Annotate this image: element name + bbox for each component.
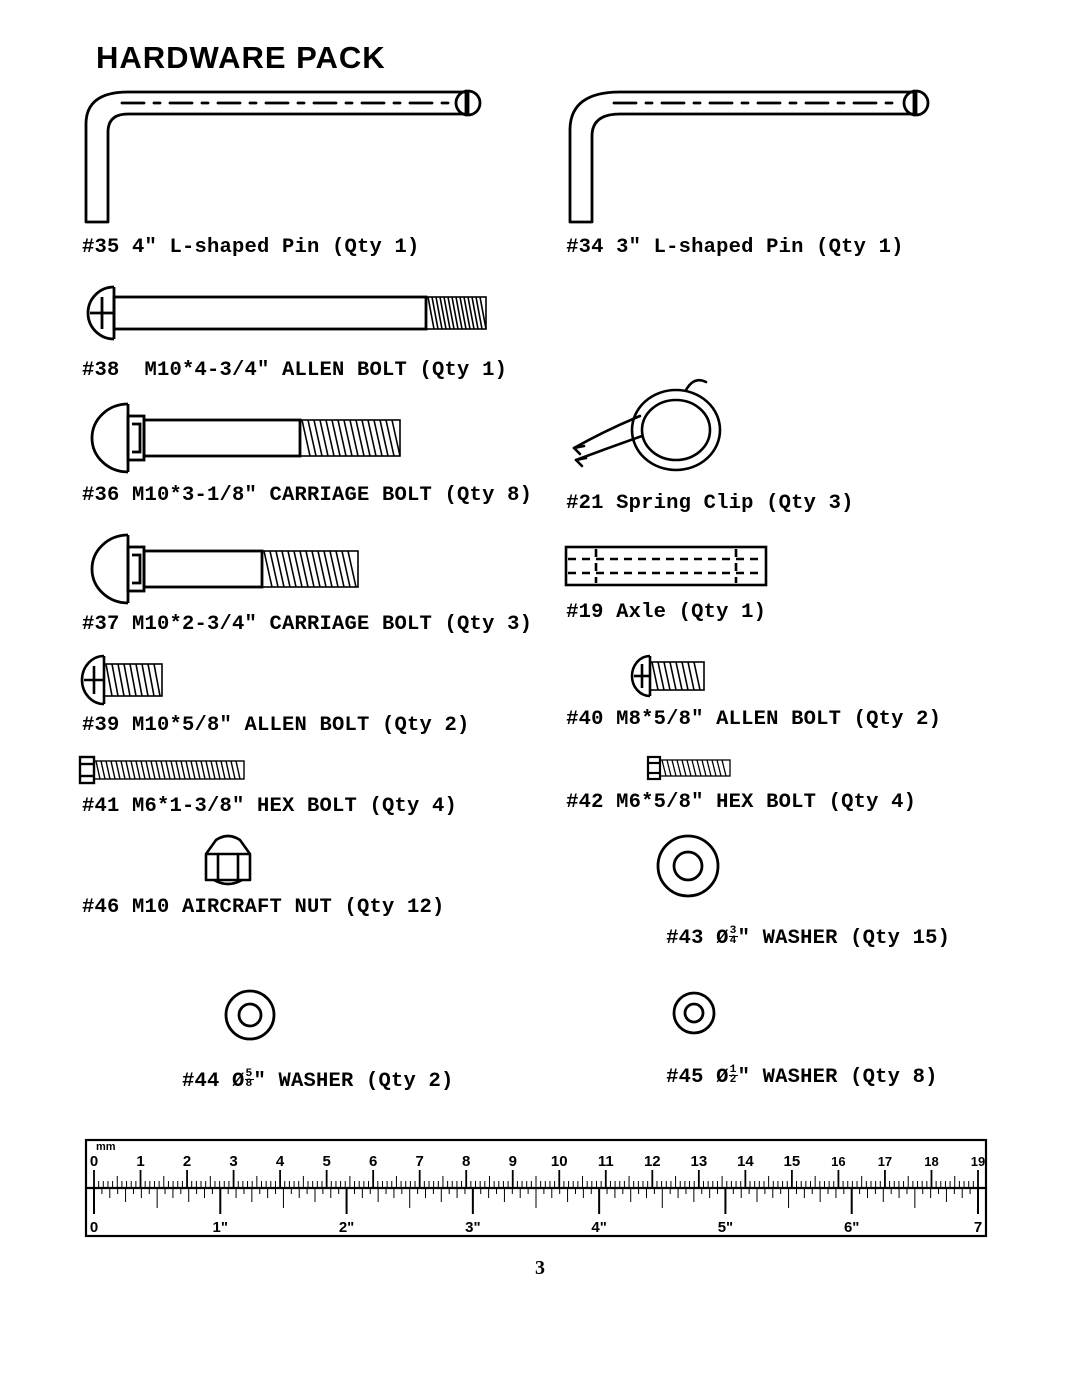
hw-40-label: #40 M8*5/8" ALLEN BOLT (Qty 2) [556, 706, 1008, 743]
svg-text:6: 6 [369, 1153, 377, 1170]
svg-text:3: 3 [229, 1153, 237, 1170]
washer-58-icon [220, 985, 420, 1045]
hex-bolt-138-icon [72, 749, 282, 793]
svg-text:1": 1" [213, 1219, 228, 1236]
washer-12-icon [668, 985, 868, 1041]
ruler-icon: mm 012345678910111213141516171819 01"2"3… [82, 1134, 992, 1244]
ruler: mm 012345678910111213141516171819 01"2"3… [72, 1134, 1008, 1249]
hw-46-label: #46 M10 AIRCRAFT NUT (Qty 12) [72, 894, 532, 931]
svg-text:9: 9 [509, 1153, 517, 1170]
hw-37-cell: #37 M10*2-3/4" CARRIAGE BOLT (Qty 3) [72, 527, 532, 648]
hw-45-cell: #45 Ø12" WASHER (Qty 8) [556, 985, 1008, 1128]
hw-36-label: #36 M10*3-1/8" CARRIAGE BOLT (Qty 8) [72, 482, 532, 519]
svg-text:4": 4" [591, 1219, 606, 1236]
hw-41-label: #41 M6*1-3/8" HEX BOLT (Qty 4) [72, 793, 532, 830]
svg-text:2: 2 [183, 1153, 191, 1170]
l-pin-3in-icon [556, 84, 986, 234]
hw-19-label: #19 Axle (Qty 1) [556, 599, 1008, 636]
l-pin-4in-icon [72, 84, 502, 234]
hw-19-cell: #19 Axle (Qty 1) [556, 527, 1008, 648]
svg-text:18: 18 [924, 1154, 938, 1169]
svg-text:15: 15 [784, 1153, 801, 1170]
hw-35-label: #35 4" L-shaped Pin (Qty 1) [72, 234, 532, 271]
svg-text:19: 19 [971, 1154, 985, 1169]
svg-text:6": 6" [844, 1219, 859, 1236]
hw-45-label: #45 Ø12" WASHER (Qty 8) [556, 1041, 1008, 1124]
spring-clip-icon [556, 370, 756, 490]
hw-42-label: #42 M6*5/8" HEX BOLT (Qty 4) [556, 789, 1008, 826]
svg-text:0: 0 [90, 1153, 98, 1170]
svg-text:11: 11 [598, 1153, 614, 1170]
svg-text:2": 2" [339, 1219, 354, 1236]
hw-36-cell: #36 M10*3-1/8" CARRIAGE BOLT (Qty 8) [72, 394, 532, 527]
svg-text:5": 5" [718, 1219, 733, 1236]
svg-text:4: 4 [276, 1153, 285, 1170]
svg-text:12: 12 [644, 1153, 661, 1170]
svg-text:16: 16 [831, 1154, 845, 1169]
hw-38-label: #38 M10*4-3/4" ALLEN BOLT (Qty 1) [72, 357, 532, 394]
page-title: HARDWARE PACK [96, 40, 1008, 76]
hw-44-label: #44 Ø58" WASHER (Qty 2) [72, 1045, 532, 1128]
hw-38-cell: #38 M10*4-3/4" ALLEN BOLT (Qty 1) [72, 271, 532, 394]
hw-37-label: #37 M10*2-3/4" CARRIAGE BOLT (Qty 3) [72, 611, 532, 648]
carriage-bolt-318-icon [72, 394, 502, 482]
carriage-bolt-234-icon [72, 527, 502, 611]
svg-text:0: 0 [90, 1219, 98, 1236]
svg-text:17: 17 [878, 1154, 892, 1169]
svg-text:1: 1 [136, 1153, 144, 1170]
allen-bolt-m8-icon [622, 648, 792, 706]
svg-text:3": 3" [465, 1219, 480, 1236]
svg-text:8: 8 [462, 1153, 470, 1170]
axle-icon [556, 535, 786, 599]
hw-40-cell: #40 M8*5/8" ALLEN BOLT (Qty 2) [556, 648, 1008, 749]
svg-text:7: 7 [416, 1153, 424, 1170]
hw-41-cell: #41 M6*1-3/8" HEX BOLT (Qty 4) [72, 749, 532, 830]
hw-21-cell: #21 Spring Clip (Qty 3) [556, 394, 1008, 527]
hw-34-label: #34 3" L-shaped Pin (Qty 1) [556, 234, 1008, 271]
hw-21-label: #21 Spring Clip (Qty 3) [556, 490, 1008, 527]
hw-35-cell: #35 4" L-shaped Pin (Qty 1) [72, 84, 532, 271]
hw-34-cell: #34 3" L-shaped Pin (Qty 1) [556, 84, 1008, 271]
svg-text:13: 13 [690, 1153, 707, 1170]
svg-text:7: 7 [974, 1219, 982, 1236]
hw-43-label: #43 Ø34" WASHER (Qty 15) [556, 902, 1008, 985]
hw-46-cell: #46 M10 AIRCRAFT NUT (Qty 12) [72, 830, 532, 985]
allen-bolt-long-icon [72, 271, 502, 357]
hw-39-cell: #39 M10*5/8" ALLEN BOLT (Qty 2) [72, 648, 532, 749]
hw-44-cell: #44 Ø58" WASHER (Qty 2) [72, 985, 532, 1128]
ruler-mm-label: mm [96, 1141, 116, 1153]
page-number: 3 [72, 1257, 1008, 1280]
hex-bolt-58-icon [640, 749, 790, 789]
hw-43-cell: #43 Ø34" WASHER (Qty 15) [556, 830, 1008, 985]
allen-bolt-short-icon [72, 648, 242, 712]
washer-34-icon [652, 830, 852, 902]
svg-text:5: 5 [322, 1153, 330, 1170]
svg-text:10: 10 [551, 1153, 568, 1170]
aircraft-nut-icon [200, 830, 400, 894]
hw-39-label: #39 M10*5/8" ALLEN BOLT (Qty 2) [72, 712, 532, 749]
svg-text:14: 14 [737, 1153, 754, 1170]
hw-42-cell: #42 M6*5/8" HEX BOLT (Qty 4) [556, 749, 1008, 830]
